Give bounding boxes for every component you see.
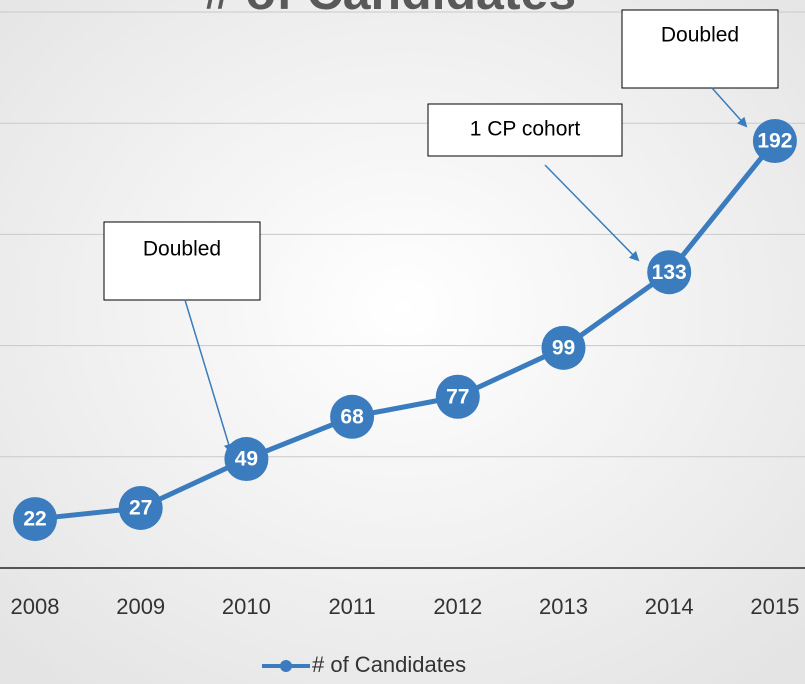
data-label: 68 xyxy=(340,405,364,428)
data-label: 27 xyxy=(129,496,152,519)
x-tick-label: 2012 xyxy=(433,594,482,619)
data-point xyxy=(224,437,269,482)
x-tick-label: 2008 xyxy=(11,594,60,619)
annotation-text: 1 CP cohort xyxy=(470,118,581,141)
x-tick-label: 2014 xyxy=(645,594,694,619)
data-label: 77 xyxy=(446,385,469,408)
annotation-arrow xyxy=(711,87,748,128)
annotation-box xyxy=(103,221,261,301)
data-label: 22 xyxy=(23,508,46,531)
data-point xyxy=(647,250,692,295)
data-point xyxy=(118,485,163,530)
annotation-text: Doubled xyxy=(143,238,221,261)
data-point xyxy=(330,394,375,439)
data-point xyxy=(541,325,586,370)
data-label: 49 xyxy=(235,448,258,471)
x-tick-label: 2009 xyxy=(116,594,165,619)
x-tick-label: 2011 xyxy=(328,594,375,619)
annotation-box xyxy=(427,103,623,157)
annotation-arrow xyxy=(184,299,234,454)
data-point xyxy=(435,374,480,419)
data-label: 133 xyxy=(652,261,687,284)
data-label: 99 xyxy=(552,336,575,359)
annotation-box xyxy=(621,9,779,89)
legend-marker xyxy=(280,660,292,672)
x-tick-label: 2015 xyxy=(750,594,799,619)
data-label: 192 xyxy=(757,130,792,153)
data-point xyxy=(13,497,57,542)
data-point xyxy=(752,118,797,163)
annotation-arrow xyxy=(544,164,640,262)
annotation-text: Doubled xyxy=(661,24,739,47)
chart-title: # of Candidates xyxy=(204,0,576,20)
x-tick-label: 2010 xyxy=(222,594,271,619)
x-tick-label: 2013 xyxy=(539,594,588,619)
legend-label: # of Candidates xyxy=(312,652,466,677)
